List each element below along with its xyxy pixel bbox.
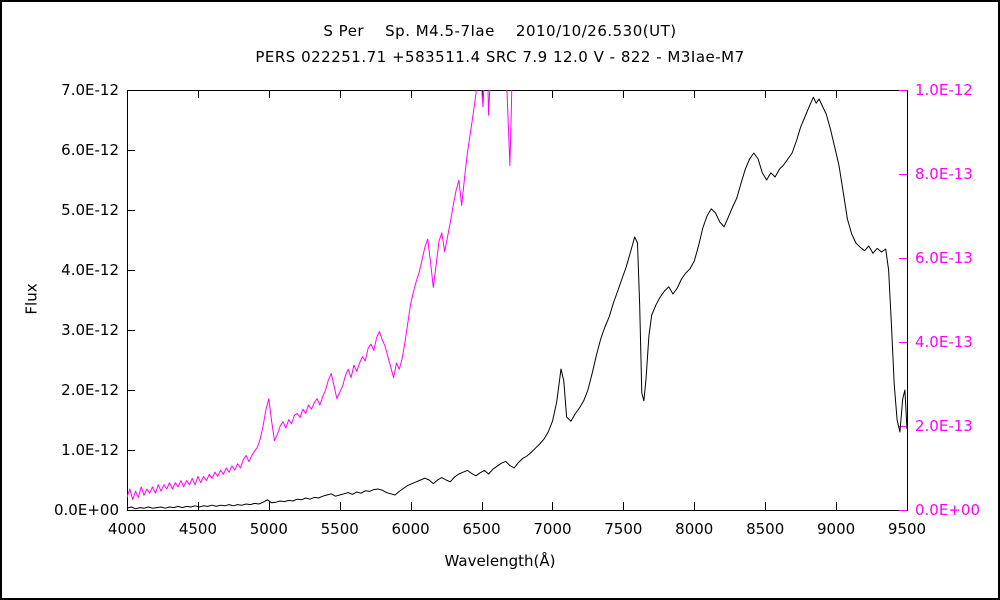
y-axis-left-tick-label: 0.0E+00 [54, 501, 119, 519]
y-axis-left-tick-label: 3.0E-12 [61, 321, 119, 339]
plot-frame [127, 90, 908, 511]
y-axis-right-tick-label: 8.0E-13 [915, 165, 973, 183]
x-axis-label: Wavelength(Å) [444, 552, 556, 570]
spectrum-curve-spectrum-black [127, 96, 907, 510]
spectrum-curve-spectrum-magenta [127, 90, 513, 500]
x-axis-tick-label: 9500 [887, 520, 927, 538]
y-axis-right-tick-label: 0.0E+00 [915, 501, 980, 519]
x-axis-tick-label: 4000 [107, 520, 147, 538]
x-axis-tick-label: 6500 [462, 520, 501, 538]
y-axis-right-tick-label: 4.0E-13 [915, 333, 973, 351]
y-axis-left-tick-label: 4.0E-12 [61, 261, 119, 279]
x-axis-tick-label: 4500 [178, 520, 217, 538]
y-axis-left-tick-label: 6.0E-12 [61, 141, 119, 159]
x-axis-tick-label: 6000 [391, 520, 430, 538]
x-axis-tick-label: 5000 [249, 520, 288, 538]
x-axis-tick-label: 7000 [533, 520, 572, 538]
chart-title: S Per Sp. M4.5-7Iae 2010/10/26.530(UT) [323, 22, 677, 40]
x-axis-tick-label: 9000 [816, 520, 856, 538]
x-axis-tick-label: 5500 [320, 520, 359, 538]
x-axis-tick-label: 7500 [604, 520, 643, 538]
y-axis-right-tick-label: 6.0E-13 [915, 249, 973, 267]
y-axis-left-tick-label: 1.0E-12 [61, 441, 119, 459]
chart-subtitle: PERS 022251.71 +583511.4 SRC 7.9 12.0 V … [255, 48, 745, 66]
y-axis-left-tick-label: 7.0E-12 [61, 81, 119, 99]
y-axis-right-tick-label: 2.0E-13 [915, 417, 973, 435]
x-axis-tick-label: 8500 [746, 520, 785, 538]
y-axis-left-tick-label: 5.0E-12 [61, 201, 119, 219]
y-axis-left-tick-label: 2.0E-12 [61, 381, 119, 399]
y-axis-right-tick-label: 1.0E-12 [915, 81, 973, 99]
x-axis-tick-label: 8000 [675, 520, 714, 538]
